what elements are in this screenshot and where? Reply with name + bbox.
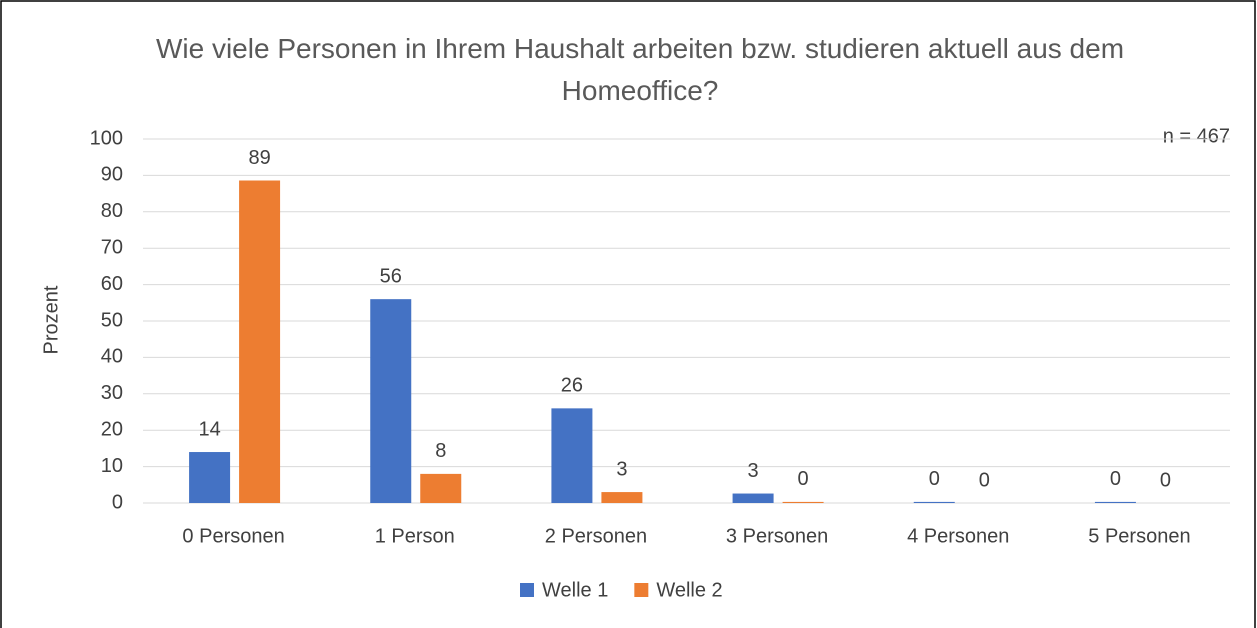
bar [370,299,412,503]
bar [782,501,824,503]
legend-label: Welle 1 [542,579,608,601]
y-tick-label: 90 [101,164,123,186]
y-tick-label: 80 [101,200,123,222]
data-label: 0 [929,468,940,490]
data-label: 8 [435,440,446,462]
data-label: 0 [798,468,809,490]
y-axis-label: Prozent [40,285,62,354]
y-tick-label: 60 [101,273,123,295]
bar [239,180,281,503]
legend-swatch [520,583,534,597]
data-label: 0 [1160,469,1171,491]
bar [732,493,774,503]
data-label: 26 [561,375,583,397]
bar [1094,501,1136,503]
y-tick-label: 0 [112,491,123,513]
legend-label: Welle 2 [656,579,722,601]
bar [551,408,593,503]
x-tick-label: 0 Personen [182,525,284,547]
y-tick-label: 40 [101,346,123,368]
bar [189,452,231,503]
data-label: 56 [380,265,402,287]
y-tick-label: 50 [101,309,123,331]
chart-title: Wie viele Personen in Ihrem Haushalt arb… [155,33,1125,106]
data-label: 0 [979,469,990,491]
x-tick-label: 2 Personen [545,525,647,547]
x-tick-label: 5 Personen [1088,525,1190,547]
data-label: 14 [198,418,220,440]
bar [913,501,955,503]
x-tick-label: 4 Personen [907,525,1009,547]
y-tick-label: 30 [101,382,123,404]
y-tick-label: 10 [101,455,123,477]
data-label: 3 [748,460,759,482]
bar [420,473,462,503]
data-label: 3 [616,458,627,480]
bar [601,492,643,503]
annotation: n = 467 [1163,125,1230,147]
legend-swatch [634,583,649,597]
data-label: 0 [1110,468,1121,490]
data-label: 89 [248,147,270,169]
y-tick-label: 20 [101,418,123,440]
x-tick-label: 3 Personen [726,525,828,547]
x-tick-label: 1 Person [375,525,455,547]
y-tick-label: 100 [90,127,123,149]
y-tick-label: 70 [101,236,123,258]
